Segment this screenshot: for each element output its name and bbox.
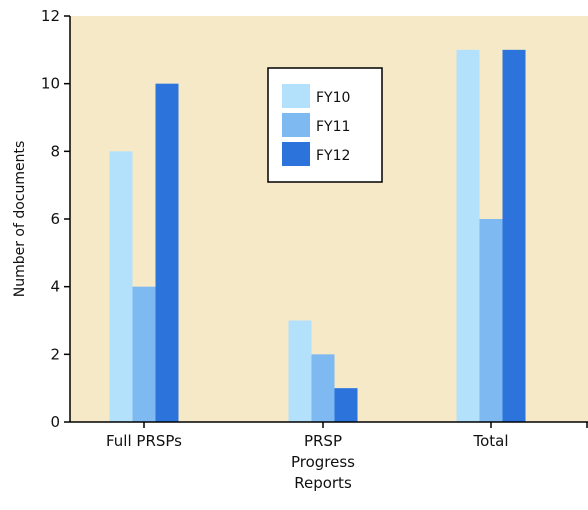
legend-swatch-fy11 [282, 113, 310, 137]
y-tick-label: 4 [50, 278, 60, 296]
x-category-label: Total [472, 432, 508, 450]
x-category-label: PRSP Progress Reports [291, 432, 355, 492]
bar-fy12-0 [155, 83, 179, 423]
x-category-label: Full PRSPs [106, 432, 182, 450]
bar-fy11-0 [132, 286, 156, 422]
legend-label-fy10: FY10 [316, 90, 350, 106]
bar-fy10-0 [109, 151, 133, 423]
bar-fy10-2 [456, 49, 480, 422]
legend-swatch-fy12 [282, 142, 310, 166]
legend-label-fy12: FY12 [316, 148, 350, 164]
bars-group [109, 49, 526, 423]
y-tick-label: 12 [41, 7, 60, 25]
legend-swatch-fy10 [282, 84, 310, 108]
bar-fy11-1 [311, 354, 335, 422]
y-tick-label: 0 [50, 413, 60, 431]
legend-label-fy11: FY11 [316, 119, 350, 135]
y-axis-label: Number of documents [12, 141, 28, 298]
y-tick-label: 2 [50, 345, 60, 363]
y-tick-label: 6 [50, 210, 60, 228]
axes-group: 0 2 4 6 8 10 12 Full PRSPs PRSP Progress Reports To… [41, 7, 588, 492]
bar-fy12-1 [334, 388, 358, 422]
bar-fy12-2 [502, 49, 526, 422]
bar-fy10-1 [288, 320, 312, 422]
bar-fy11-2 [479, 219, 503, 422]
y-tick-label: 8 [50, 142, 60, 160]
legend: FY10 FY11 FY12 [267, 67, 383, 183]
y-tick-label: 10 [41, 75, 60, 93]
